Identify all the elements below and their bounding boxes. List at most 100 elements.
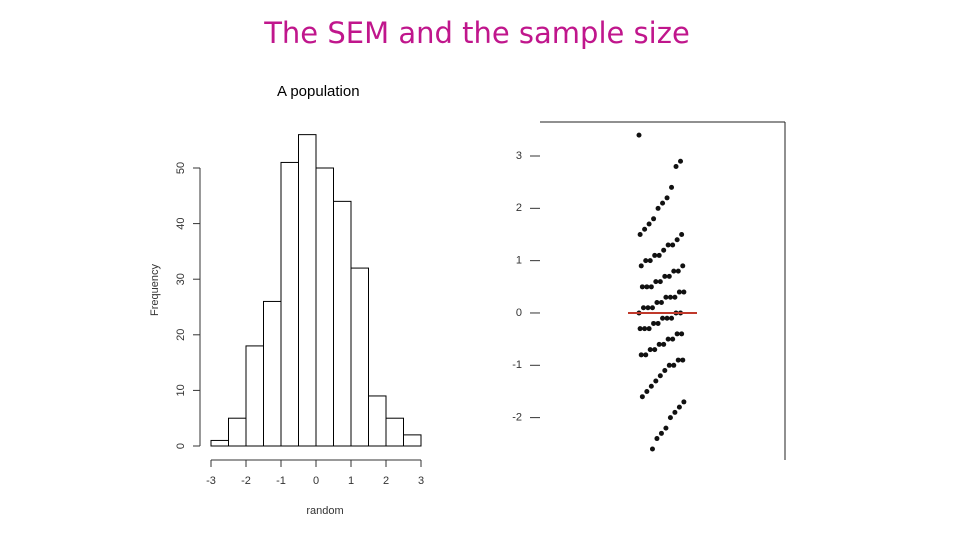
bar	[280, 161, 299, 447]
point	[637, 231, 643, 237]
y-tick-label: 2	[516, 202, 522, 214]
point	[672, 294, 678, 300]
point	[669, 184, 675, 190]
point	[667, 415, 673, 421]
point	[662, 273, 668, 279]
subtitle: A population	[277, 83, 360, 100]
point	[642, 326, 648, 332]
bar	[315, 167, 334, 447]
point	[664, 315, 670, 321]
point	[648, 284, 654, 290]
point	[658, 300, 664, 306]
point	[669, 315, 675, 321]
point	[672, 409, 678, 415]
slide-title: The SEM and the sample size	[263, 16, 690, 50]
point	[660, 200, 666, 206]
y-tick-label: 40	[175, 217, 187, 229]
x-tick-label: -2	[241, 475, 251, 487]
point	[678, 158, 684, 164]
bar	[368, 395, 387, 447]
point	[681, 289, 687, 295]
y-tick-label: 0	[516, 307, 522, 319]
point	[646, 221, 652, 227]
point	[649, 305, 655, 311]
point	[666, 362, 672, 368]
x-tick-label: 0	[313, 475, 319, 487]
point	[673, 163, 679, 169]
point	[679, 231, 685, 237]
point	[654, 436, 660, 442]
y-tick-label: 10	[175, 384, 187, 396]
x-tick-label: 1	[348, 475, 354, 487]
point	[665, 336, 671, 342]
point	[638, 263, 644, 269]
x-tick-label: 3	[418, 475, 424, 487]
y-axis-label: Frequency	[149, 264, 161, 316]
point	[652, 347, 658, 353]
point	[640, 305, 646, 311]
x-tick-label: 2	[383, 475, 389, 487]
point	[656, 341, 662, 347]
bar	[228, 417, 247, 447]
point	[680, 263, 686, 269]
y-tick-label: -1	[512, 359, 522, 371]
point	[655, 320, 661, 326]
point	[647, 258, 653, 264]
point	[666, 273, 672, 279]
point	[636, 132, 642, 138]
point	[680, 357, 686, 363]
point	[644, 388, 650, 394]
point	[643, 352, 649, 358]
point	[676, 289, 682, 295]
point	[644, 284, 650, 290]
point	[657, 279, 663, 285]
point	[646, 326, 652, 332]
y-tick-label: 20	[175, 329, 187, 341]
point	[654, 300, 660, 306]
point	[643, 258, 649, 264]
point	[667, 294, 673, 300]
point	[664, 195, 670, 201]
bar	[263, 300, 282, 447]
point	[647, 347, 653, 353]
x-tick-label: -1	[276, 475, 286, 487]
x-axis-label: random	[306, 505, 343, 517]
point	[675, 357, 681, 363]
point	[661, 341, 667, 347]
bar	[298, 134, 317, 447]
point	[665, 242, 671, 248]
bar	[385, 417, 404, 447]
point	[637, 326, 643, 332]
point	[651, 216, 657, 222]
point	[663, 425, 669, 431]
point	[676, 404, 682, 410]
point	[660, 315, 666, 321]
point	[656, 252, 662, 258]
point	[651, 320, 657, 326]
y-tick-label: 0	[175, 443, 187, 449]
point	[648, 383, 654, 389]
point	[649, 446, 655, 452]
point	[652, 252, 658, 258]
point	[674, 331, 680, 337]
x-tick-label: -3	[206, 475, 216, 487]
y-tick-label: 50	[175, 162, 187, 174]
point	[662, 368, 668, 374]
point	[655, 205, 661, 211]
point	[639, 284, 645, 290]
y-tick-label: -2	[512, 412, 522, 424]
point	[658, 430, 664, 436]
point	[681, 399, 687, 405]
point	[679, 331, 685, 337]
point	[670, 242, 676, 248]
point	[653, 279, 659, 285]
y-tick-label: 1	[516, 255, 522, 267]
bar	[403, 434, 422, 447]
bar	[245, 345, 264, 447]
point	[639, 394, 645, 400]
point	[670, 336, 676, 342]
point	[645, 305, 651, 311]
point	[642, 226, 648, 232]
point	[638, 352, 644, 358]
point	[671, 362, 677, 368]
